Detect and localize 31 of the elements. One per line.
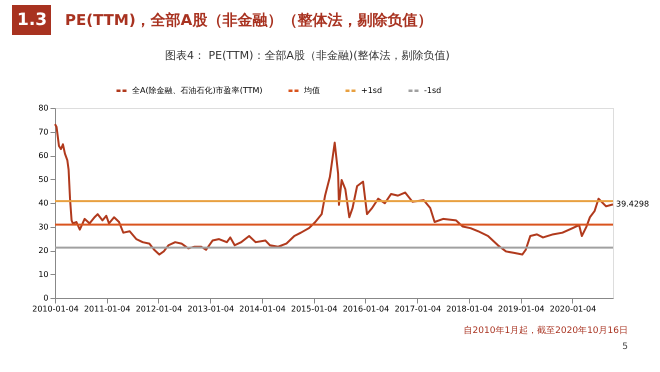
- y-tick-label: 20: [38, 246, 48, 255]
- text: 1.3: [17, 10, 48, 30]
- y-tick-label: 0: [43, 294, 48, 302]
- x-tick-label: 2020-01-04: [550, 304, 596, 314]
- text: 自2010年1月起，截至2020年10月16日: [464, 325, 628, 336]
- text: 5: [622, 342, 628, 352]
- x-tick-label: 2013-01-04: [188, 304, 234, 314]
- x-tick-label: 2019-01-04: [498, 304, 545, 314]
- chart-title: PE(TTM)，全部A股（非金融）（整体法，剔除负值）: [65, 11, 432, 29]
- y-tick-label: 80: [38, 104, 48, 112]
- x-tick-label: 2010-01-04: [32, 304, 79, 314]
- x-tick-label: 2018-01-04: [446, 304, 493, 314]
- y-tick-label: 50: [38, 174, 48, 184]
- y-tick-label: 40: [38, 198, 48, 208]
- x-tick-label: 2012-01-04: [136, 304, 182, 314]
- x-tick-label: 2017-01-04: [394, 304, 442, 314]
- x-tick-label: 2014-01-04: [239, 304, 286, 314]
- y-tick-label: 30: [38, 222, 48, 232]
- legend-label: 全A(除金融、石油石化)市盈率(TTM): [132, 86, 262, 95]
- legend-label: +1sd: [361, 86, 382, 95]
- y-tick-label: 70: [38, 127, 48, 136]
- line-series: [54, 123, 614, 256]
- chart-subtitle: 图表4： PE(TTM)：全部A股（非金融)(整体法，剔除负值): [165, 49, 450, 62]
- legend-label: 均值: [303, 86, 320, 95]
- y-tick-label: 60: [38, 151, 48, 160]
- legend-label: -1sd: [424, 86, 442, 95]
- x-tick-label: 2011-01-04: [84, 304, 130, 314]
- x-tick-label: 2016-01-04: [342, 304, 390, 314]
- y-tick-label: 10: [38, 270, 48, 279]
- x-tick-label: 2015-01-04: [290, 304, 338, 314]
- annotation: 39.4298: [616, 199, 650, 208]
